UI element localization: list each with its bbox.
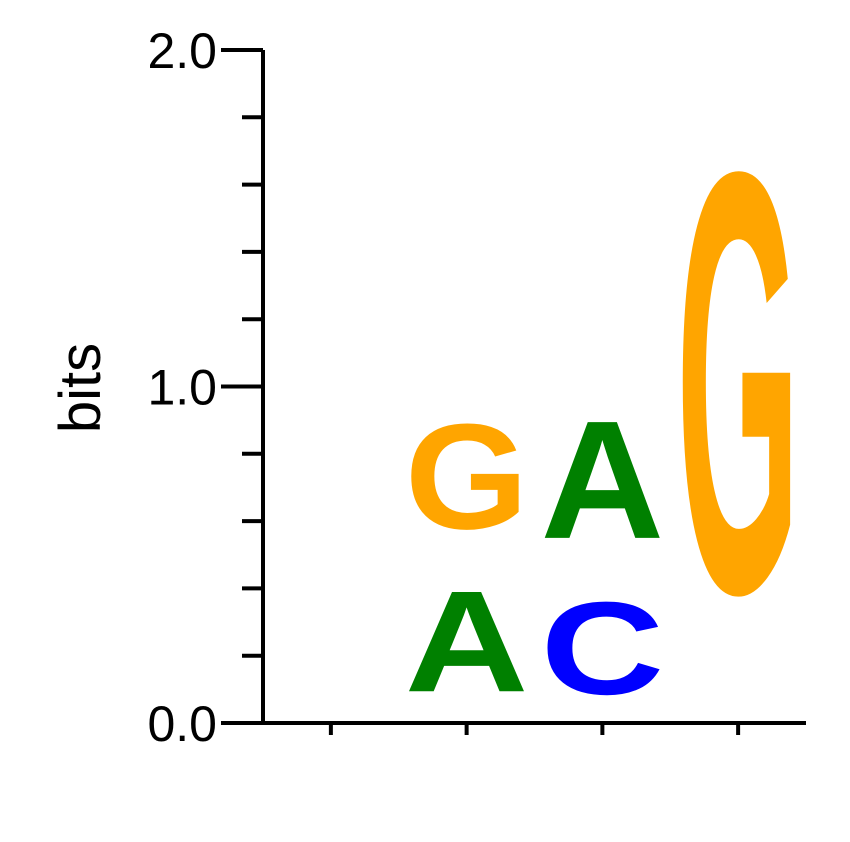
y-axis-title: bits [48,343,113,433]
logo-letter-g: G [676,48,800,719]
y-axis: 0.0 1.0 2.0 [147,23,265,752]
y-tick-label: 2.0 [147,23,217,79]
logo-letter-a: A [405,561,529,722]
logo-letter-c: C [541,575,665,723]
x-axis [263,721,806,735]
y-tick-label: 0.0 [147,696,217,752]
y-tick-label: 1.0 [147,360,217,416]
logo-letter-a: A [541,385,665,573]
logo-letter-g: G [405,392,529,560]
